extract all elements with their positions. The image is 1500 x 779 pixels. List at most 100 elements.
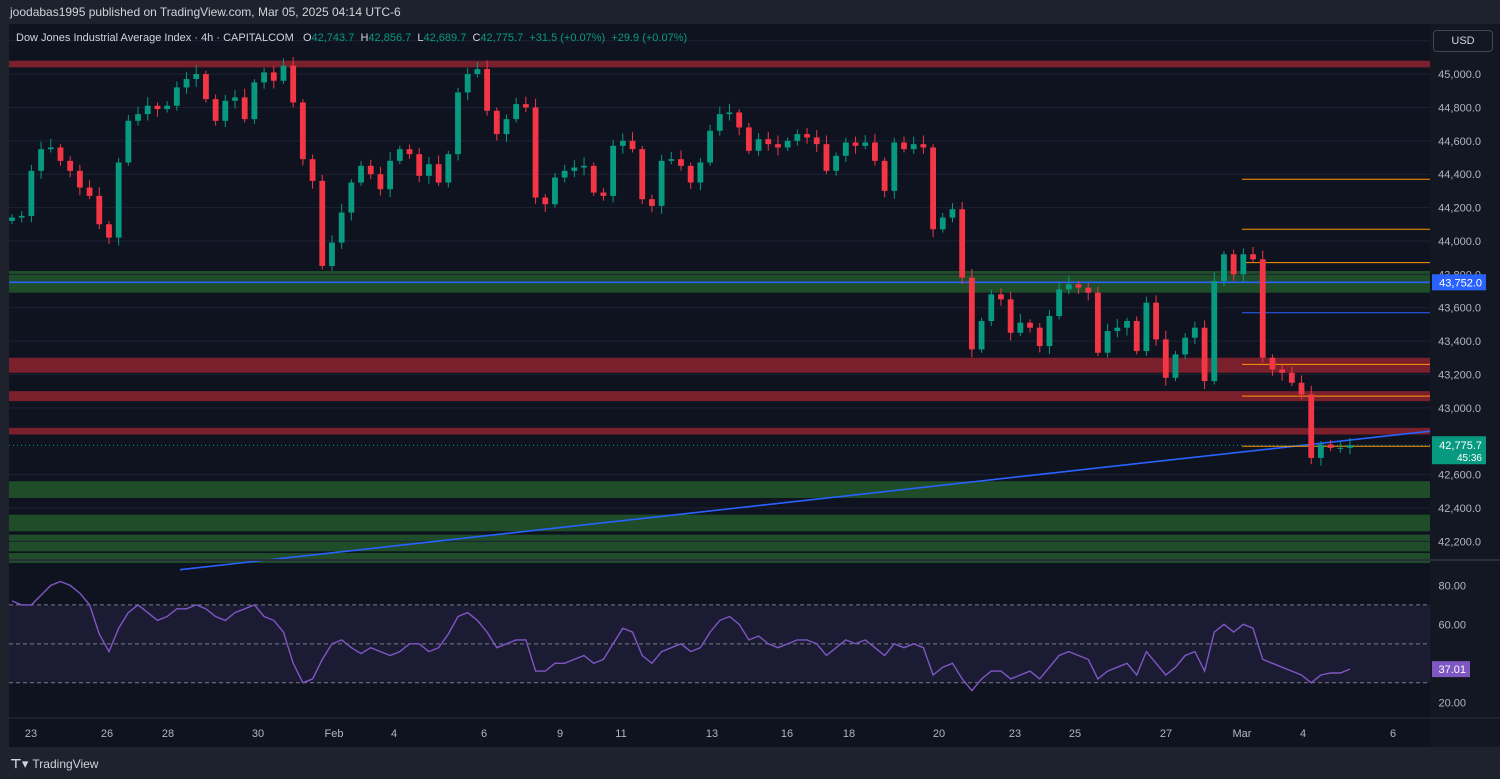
price-tick-label: 44,800.0 xyxy=(1438,102,1481,114)
candle-body xyxy=(862,142,869,146)
candle-body xyxy=(106,224,112,238)
candle-body xyxy=(1007,299,1014,333)
candle-body xyxy=(86,187,93,196)
candle-body xyxy=(678,159,684,166)
candle-body xyxy=(813,137,820,145)
candle-body xyxy=(910,144,917,150)
candle-body xyxy=(455,92,461,155)
grid-layer xyxy=(9,40,1430,542)
candle-body xyxy=(1318,444,1324,458)
chart-legend: Dow Jones Industrial Average Index · 4h … xyxy=(16,32,687,44)
legend-high-value: 42,856.7 xyxy=(368,32,412,44)
candle-body xyxy=(47,147,54,150)
time-tick-label: Feb xyxy=(325,728,344,740)
candle-body xyxy=(1085,287,1092,293)
candle-body xyxy=(600,192,607,196)
candle-body xyxy=(1104,331,1111,353)
candle-body xyxy=(1327,444,1334,448)
candle-body xyxy=(833,155,840,171)
candle-body xyxy=(542,197,549,205)
candle-body xyxy=(1211,280,1218,382)
candle-body xyxy=(726,112,733,115)
candle-body xyxy=(1017,322,1024,333)
rsi-value-tag xyxy=(1432,661,1470,678)
resistance-zone xyxy=(9,357,1430,373)
candle-body xyxy=(1259,259,1266,358)
countdown-label: 45:36 xyxy=(1457,453,1482,464)
candle-body xyxy=(1124,321,1130,328)
level-price-label: 43,752.0 xyxy=(1439,277,1482,289)
time-tick-label: 13 xyxy=(706,728,718,740)
trendline xyxy=(179,430,1431,571)
candle-body xyxy=(474,69,481,75)
candle-body xyxy=(1191,327,1198,338)
candle-body xyxy=(1075,284,1082,288)
tradingview-logo[interactable]: ⊤▾ TradingView xyxy=(10,756,98,772)
rsi-tick-label: 80.00 xyxy=(1438,580,1466,592)
chart-area[interactable] xyxy=(9,24,1430,747)
legend-close-label: C xyxy=(472,32,481,44)
candle-body xyxy=(1221,254,1227,281)
resistance-zone xyxy=(9,427,1430,435)
candle-body xyxy=(377,174,384,190)
candle-body xyxy=(581,165,587,168)
candle-body xyxy=(67,160,74,171)
candle-body xyxy=(949,209,956,218)
candle-body xyxy=(426,164,432,176)
candle-body xyxy=(561,170,568,178)
legend-symbol: Dow Jones Industrial Average Index · 4h … xyxy=(16,32,294,44)
time-tick-label: 4 xyxy=(391,728,397,740)
candle-body xyxy=(1114,327,1121,332)
candle-body xyxy=(775,144,781,148)
rsi-value-label: 37.01 xyxy=(1438,664,1466,676)
tradingview-logo-icon: ⊤▾ xyxy=(10,756,29,771)
time-tick-label: 20 xyxy=(933,728,945,740)
candles-layer xyxy=(9,57,1353,466)
candle-body xyxy=(590,165,597,193)
candle-body xyxy=(493,110,500,135)
candle-body xyxy=(697,162,704,183)
candle-body xyxy=(309,159,316,181)
candle-body xyxy=(513,104,520,120)
candle-body xyxy=(716,114,723,131)
candle-body xyxy=(1065,284,1072,290)
publisher-info: joodabas1995 published on TradingView.co… xyxy=(10,5,401,19)
candle-body xyxy=(1201,327,1208,382)
candle-body xyxy=(1279,369,1286,373)
candle-body xyxy=(193,74,200,80)
price-tick-label: 42,200.0 xyxy=(1438,536,1481,548)
candle-body xyxy=(222,100,229,121)
support-zone xyxy=(9,481,1430,498)
price-tick-label: 45,000.0 xyxy=(1438,69,1481,81)
candle-body xyxy=(484,69,490,111)
candle-body xyxy=(649,199,655,206)
candle-body xyxy=(1269,357,1276,370)
legend-low-label: L xyxy=(417,32,424,44)
price-tick-label: 44,200.0 xyxy=(1438,203,1481,215)
time-tick-label: 26 xyxy=(101,728,113,740)
last-price-tag xyxy=(1432,436,1486,465)
candle-body xyxy=(396,149,403,161)
candle-body xyxy=(464,74,471,93)
rsi-tick-label: 60.00 xyxy=(1438,619,1466,631)
resistance-zone xyxy=(9,391,1430,402)
candle-body xyxy=(1182,337,1189,355)
candle-body xyxy=(1153,302,1159,340)
time-tick-label: 23 xyxy=(25,728,37,740)
price-axis[interactable] xyxy=(1430,24,1500,747)
time-tick-label: 27 xyxy=(1160,728,1172,740)
candle-body xyxy=(998,294,1004,300)
price-tick-label: 44,600.0 xyxy=(1438,136,1481,148)
candle-body xyxy=(387,160,394,190)
currency-button[interactable]: USD xyxy=(1433,30,1493,52)
candle-body xyxy=(842,142,849,156)
candle-body xyxy=(261,72,267,83)
time-tick-label: 28 xyxy=(162,728,174,740)
candle-body xyxy=(144,105,151,115)
candle-body xyxy=(891,142,898,191)
price-tick-label: 43,600.0 xyxy=(1438,303,1481,315)
candle-body xyxy=(610,145,617,196)
candle-body xyxy=(135,114,141,121)
legend-open-value: 42,743.7 xyxy=(311,32,355,44)
